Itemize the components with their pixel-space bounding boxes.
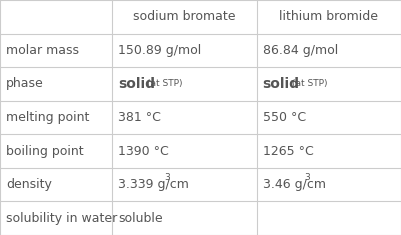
Text: soluble: soluble [118,212,163,225]
Text: 86.84 g/mol: 86.84 g/mol [263,44,338,57]
Text: lithium bromide: lithium bromide [279,10,378,23]
Text: 3.339 g/cm: 3.339 g/cm [118,178,189,191]
Text: 550 °C: 550 °C [263,111,306,124]
Text: (at STP): (at STP) [147,79,183,88]
Text: phase: phase [6,77,44,90]
Text: sodium bromate: sodium bromate [133,10,236,23]
Text: 3: 3 [304,173,310,182]
Text: solid: solid [263,77,300,91]
Text: 1390 °C: 1390 °C [118,145,169,158]
Text: density: density [6,178,52,191]
Text: 3: 3 [164,173,170,182]
Text: boiling point: boiling point [6,145,84,158]
Text: 150.89 g/mol: 150.89 g/mol [118,44,202,57]
Text: (at STP): (at STP) [292,79,327,88]
Text: 3.46 g/cm: 3.46 g/cm [263,178,326,191]
Text: melting point: melting point [6,111,89,124]
Text: 381 °C: 381 °C [118,111,161,124]
Text: solid: solid [118,77,155,91]
Text: molar mass: molar mass [6,44,79,57]
Text: 1265 °C: 1265 °C [263,145,314,158]
Text: solubility in water: solubility in water [6,212,117,225]
